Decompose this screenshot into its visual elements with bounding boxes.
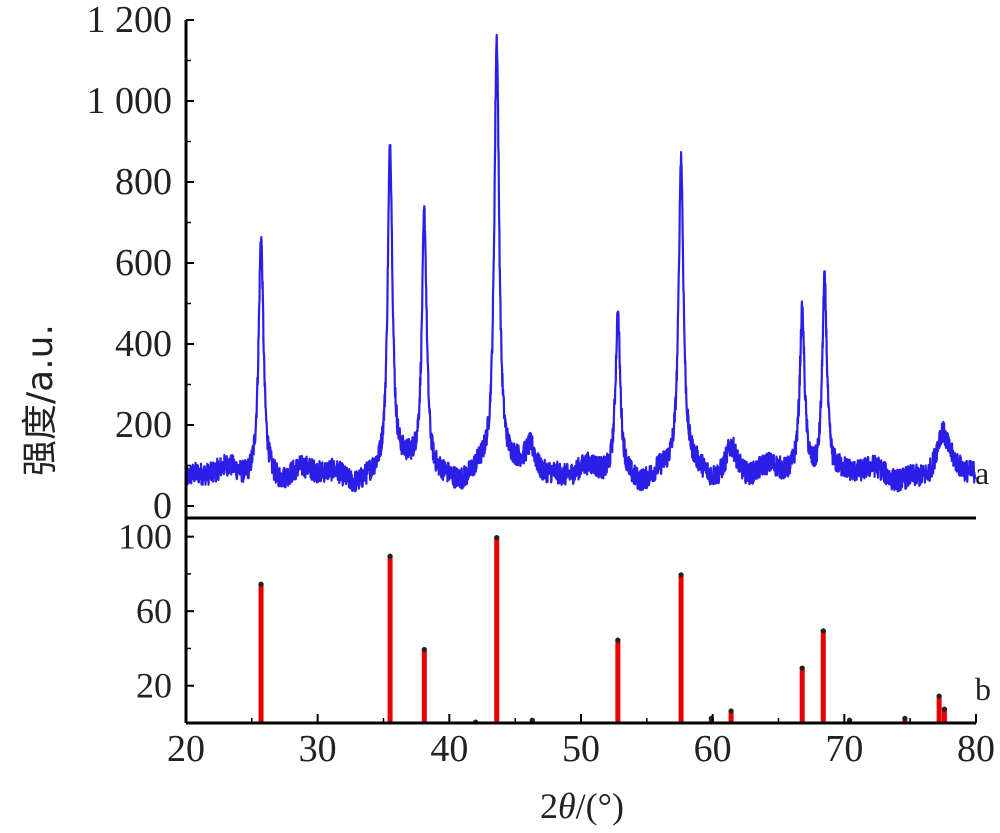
x-tick-label-6: 80 — [957, 728, 995, 770]
ref-bar-7 — [678, 573, 684, 723]
ref-bar-0 — [258, 583, 264, 723]
panel-a-label: a — [975, 455, 989, 491]
y-tick-label-a-0: 0 — [153, 485, 172, 527]
ref-bar-14 — [936, 695, 942, 723]
y-tick-label-a-5: 1 000 — [87, 80, 173, 122]
y-tick-label-b-2: 100 — [118, 517, 172, 557]
ref-bar-cap-10 — [799, 665, 805, 671]
ref-bar-cap-2 — [421, 646, 427, 653]
pattern-a-line — [184, 33, 977, 493]
ref-bar-cap-7 — [678, 572, 684, 578]
y-tick-label-b-1: 60 — [136, 591, 172, 631]
x-tick-label-3: 50 — [562, 728, 600, 770]
y-axis-label: 强度/a.u. — [20, 324, 61, 476]
ref-bar-11 — [820, 629, 826, 723]
y-tick-label-a-1: 200 — [115, 404, 172, 446]
ref-bar-2 — [421, 648, 427, 723]
ref-bar-9 — [728, 709, 734, 723]
y-tick-label-a-6: 1 200 — [87, 0, 173, 41]
x-tick-label-4: 60 — [694, 728, 732, 770]
x-axis-label: 2θ/(°) — [540, 786, 624, 826]
x-tick-label-0: 20 — [167, 728, 205, 770]
ref-bar-cap-6 — [615, 637, 621, 643]
ref-bar-10 — [799, 667, 805, 723]
ref-bar-cap-9 — [728, 708, 734, 714]
y-tick-label-a-3: 600 — [115, 242, 172, 284]
ref-bar-4 — [494, 536, 500, 723]
ref-bar-1 — [387, 555, 393, 723]
ref-bar-cap-4 — [494, 535, 500, 541]
ref-bar-cap-0 — [258, 581, 264, 587]
ref-bar-6 — [615, 639, 621, 723]
y-tick-label-a-4: 800 — [115, 161, 172, 203]
y-tick-label-a-2: 400 — [115, 323, 172, 365]
x-tick-label-5: 70 — [825, 728, 863, 770]
ref-bar-cap-14 — [936, 693, 942, 699]
panel-b-label: b — [975, 671, 991, 707]
panel-b — [258, 535, 948, 725]
x-tick-label-1: 30 — [299, 728, 337, 770]
panel-a — [184, 33, 977, 493]
ref-bar-cap-15 — [941, 706, 948, 712]
y-tick-label-b-0: 20 — [136, 666, 172, 706]
ref-bar-cap-1 — [387, 553, 393, 559]
ref-bar-15 — [941, 708, 947, 723]
ref-bar-cap-13 — [902, 715, 908, 722]
x-tick-label-2: 40 — [430, 728, 468, 770]
axes: 0 200 400 600 800 1 000 1 200 20 60 100 20 30 40 50 60… — [87, 0, 996, 770]
ref-bar-cap-11 — [820, 628, 826, 634]
